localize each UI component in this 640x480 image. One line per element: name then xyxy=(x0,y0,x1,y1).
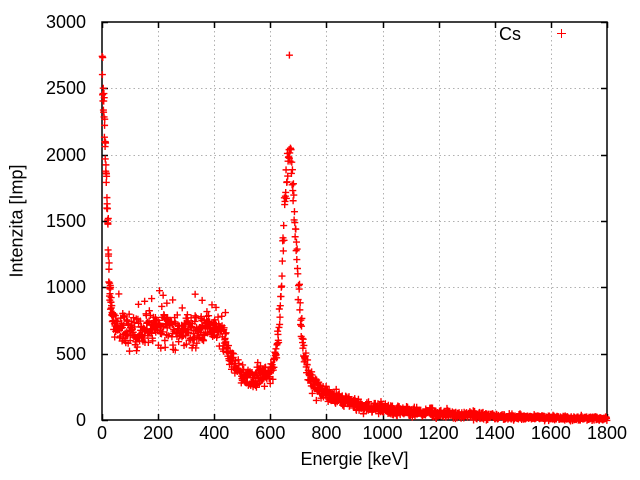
x-tick-label: 400 xyxy=(199,423,230,443)
legend-plus-marker-icon xyxy=(557,29,566,38)
x-tick-label: 200 xyxy=(143,423,174,443)
x-axis-title: Energie [keV] xyxy=(300,449,409,469)
x-tick-label: 600 xyxy=(255,423,286,443)
x-tick-label: 800 xyxy=(311,423,342,443)
x-tick-label: 1200 xyxy=(418,423,459,443)
y-tick-label: 0 xyxy=(75,410,86,430)
y-tick-label: 3000 xyxy=(45,12,86,32)
x-tick-label: 1000 xyxy=(362,423,403,443)
legend-label: Cs xyxy=(499,24,521,44)
x-tick-label: 1400 xyxy=(474,423,515,443)
y-tick-label: 2500 xyxy=(45,78,86,99)
x-tick-label: 1600 xyxy=(530,423,571,443)
y-tick-label: 1000 xyxy=(45,277,86,298)
x-tick-label: 1800 xyxy=(586,423,628,443)
x-tick-label: 0 xyxy=(96,423,107,443)
y-tick-label: 1500 xyxy=(45,211,86,231)
y-tick-label: 2000 xyxy=(45,144,86,165)
y-tick-label: 500 xyxy=(55,343,86,364)
